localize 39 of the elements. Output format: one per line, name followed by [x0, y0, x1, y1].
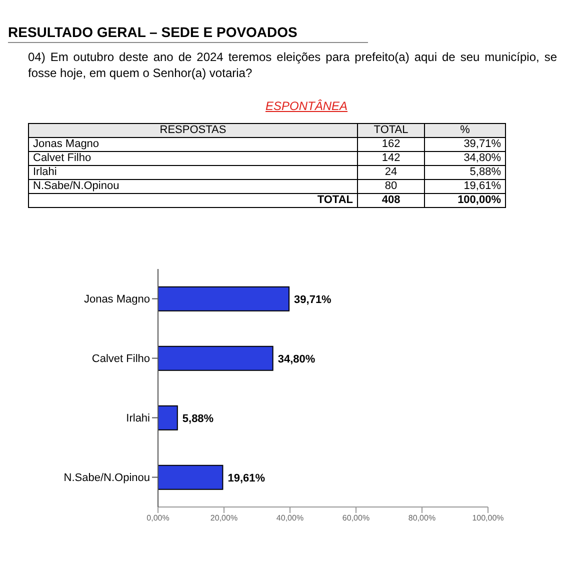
x-tick-label: 80,00%: [408, 514, 436, 523]
data-label: 34,80%: [278, 353, 316, 366]
x-tick-label: 20,00%: [210, 514, 238, 523]
data-label: 80: [358, 180, 425, 194]
text: 100,00%: [424, 194, 506, 208]
bar: [158, 286, 290, 312]
bar: [158, 464, 224, 490]
x-tick-label: 0,00%: [146, 514, 170, 523]
text: RESULTADO GERAL – SEDE E POVOADOS: [8, 24, 368, 43]
data-label: 162: [358, 138, 425, 152]
data-label: 34,80%: [424, 152, 506, 166]
category-label: Jonas Magno: [28, 138, 358, 152]
text: TOTAL: [358, 124, 425, 138]
data-label: 142: [358, 152, 425, 166]
data-label: 39,71%: [424, 138, 506, 152]
bar: [158, 405, 178, 430]
x-tick-label: 60,00%: [342, 514, 370, 523]
y-tick-label: Jonas Magno: [84, 294, 150, 306]
x-tick-label: 40,00%: [276, 514, 304, 523]
text: 04) Em outubro deste ano de 2024 teremos eleições para prefeito(a) aqui de seu município, se fosse hoje, em quem o Senhor(a) votaria?: [27, 49, 558, 81]
data-label: 19,61%: [424, 180, 506, 194]
x-tick-label: 100,00%: [472, 514, 504, 523]
text: ESPONTÂNEA: [264, 99, 349, 113]
category-label: Irlahi: [28, 166, 358, 180]
text: 408: [358, 194, 425, 208]
y-tick-label: Irlahi: [126, 412, 150, 425]
text: RESPOSTAS: [28, 124, 358, 138]
y-tick-label: Calvet Filho: [92, 353, 150, 366]
text: %: [424, 124, 506, 138]
data-label: 5,88%: [424, 166, 506, 180]
bar: [158, 346, 274, 371]
category-label: N.Sabe/N.Opinou: [28, 180, 358, 194]
data-label: 19,61%: [228, 472, 266, 484]
data-label: 24: [358, 166, 425, 180]
text: TOTAL: [28, 194, 358, 208]
data-label: 5,88%: [182, 412, 214, 425]
category-label: Calvet Filho: [28, 152, 358, 166]
data-label: 39,71%: [294, 294, 332, 306]
y-tick-label: N.Sabe/N.Opinou: [64, 472, 150, 484]
